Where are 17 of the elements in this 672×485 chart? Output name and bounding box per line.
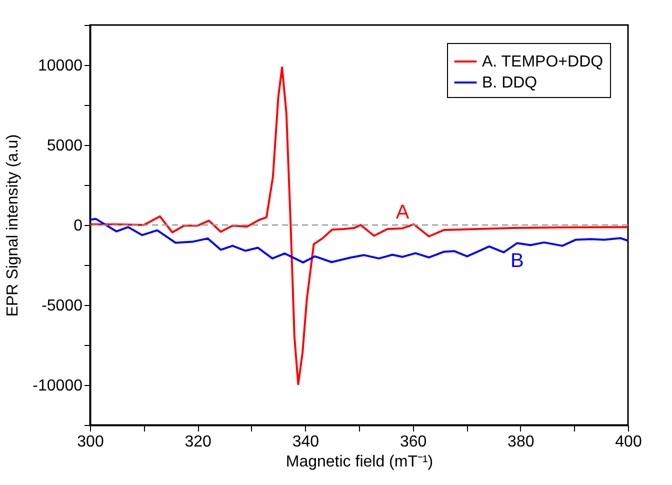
x-tick-label: 340 [292, 434, 320, 450]
annotation: A [396, 201, 410, 224]
x-tick-label: 400 [615, 434, 642, 450]
y-tick-label: 10000 [38, 58, 83, 74]
y-tick-label: -10000 [32, 378, 83, 394]
x-tick-label: 360 [400, 434, 427, 450]
x-tick-label: 380 [508, 434, 534, 450]
x-tick-label: 320 [184, 434, 212, 450]
y-tick-label: -5000 [42, 298, 83, 314]
x-tick-label: 300 [77, 434, 104, 450]
y-tick-label: 5000 [46, 138, 83, 154]
y-axis-title: EPR Signal intensity (a.u) [4, 134, 22, 317]
y-tick-label: 0 [74, 218, 83, 234]
legend-label: B. DDQ [482, 74, 538, 92]
x-axis-title: Magnetic field (mT⁻¹) [286, 454, 434, 470]
annotation: B [510, 250, 524, 272]
legend-label: A. TEMPO+DDQ [482, 54, 604, 70]
